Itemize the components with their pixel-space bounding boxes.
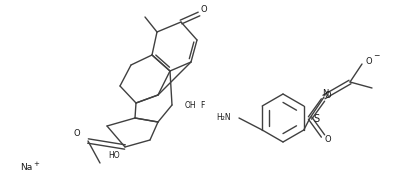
- Text: HO: HO: [109, 151, 120, 159]
- Text: O: O: [201, 5, 207, 15]
- Text: Na: Na: [20, 163, 32, 173]
- Text: N: N: [322, 90, 328, 98]
- Text: O: O: [73, 128, 80, 137]
- Text: OH: OH: [185, 100, 197, 110]
- Text: F: F: [200, 100, 204, 110]
- Text: +: +: [33, 161, 39, 167]
- Text: H₂N: H₂N: [216, 114, 231, 122]
- Text: S: S: [313, 114, 319, 124]
- Text: O: O: [325, 92, 331, 100]
- Text: O: O: [365, 56, 372, 66]
- Text: −: −: [373, 52, 379, 60]
- Text: O: O: [325, 136, 331, 145]
